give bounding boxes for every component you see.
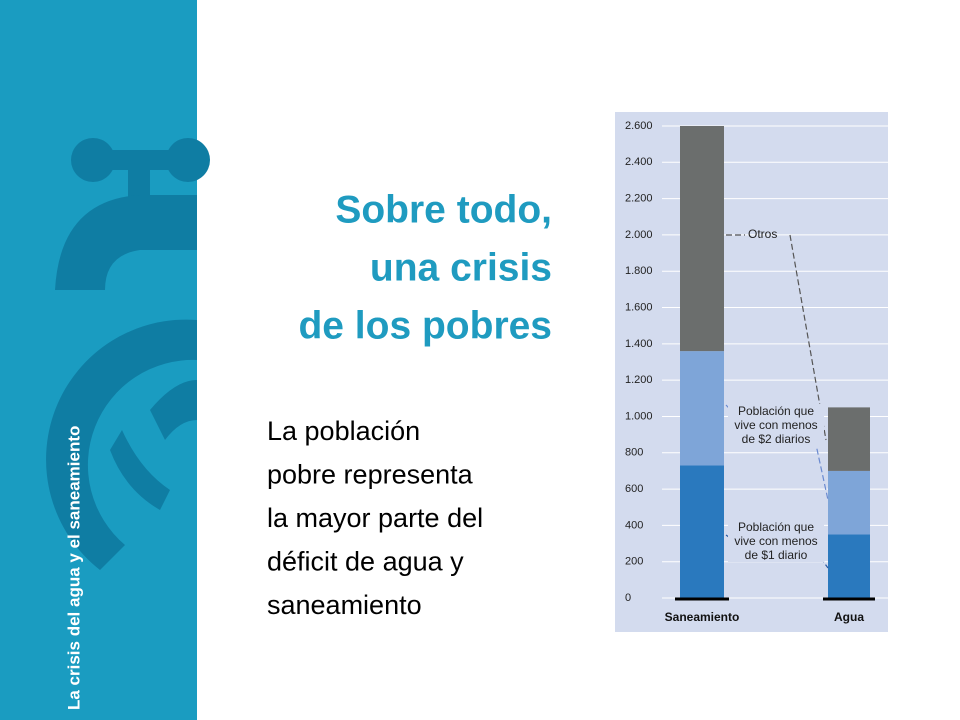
bar-segment xyxy=(680,126,724,352)
body-line: la mayor parte del xyxy=(267,503,483,533)
y-tick-label: 800 xyxy=(625,447,643,459)
y-tick-label: 1.400 xyxy=(625,338,653,350)
title-line: una crisis xyxy=(370,246,552,289)
x-tick-label: Saneamiento xyxy=(665,610,740,624)
y-tick-label: 2.200 xyxy=(625,193,653,205)
y-tick-label: 2.000 xyxy=(625,229,653,241)
body-line: déficit de agua y xyxy=(267,547,464,577)
bar-segment xyxy=(828,407,870,471)
title-line: de los pobres xyxy=(298,304,552,347)
faucet-decoration xyxy=(46,138,210,570)
y-tick-label: 1.600 xyxy=(625,301,653,313)
legend-label: Población que vive con menos de $2 diari… xyxy=(728,404,824,446)
y-tick-label: 1.200 xyxy=(625,374,653,386)
legend-label: Otros xyxy=(748,227,778,241)
bar-segment xyxy=(680,465,724,598)
leader-line xyxy=(814,439,829,501)
body-line: pobre representa xyxy=(267,460,474,490)
y-tick-label: 1.800 xyxy=(625,265,653,277)
x-tick-label: Agua xyxy=(834,610,864,624)
bar-segment xyxy=(828,470,870,535)
y-tick-label: 2.400 xyxy=(625,156,653,168)
bar-segment xyxy=(828,534,870,598)
body-line: La población xyxy=(267,416,420,446)
body-line: saneamiento xyxy=(267,590,422,620)
y-tick-label: 2.600 xyxy=(625,120,653,132)
y-tick-label: 1.000 xyxy=(625,410,653,422)
title-line: Sobre todo, xyxy=(335,188,552,231)
y-tick-label: 400 xyxy=(625,519,643,531)
y-tick-label: 0 xyxy=(625,592,631,604)
y-tick-label: 600 xyxy=(625,483,643,495)
bar-segment xyxy=(680,351,724,466)
sidebar-text: La crisis del agua y el saneamiento xyxy=(64,426,83,710)
legend-label: Población que vive con menos de $1 diari… xyxy=(728,520,824,562)
y-tick-label: 200 xyxy=(625,556,643,568)
